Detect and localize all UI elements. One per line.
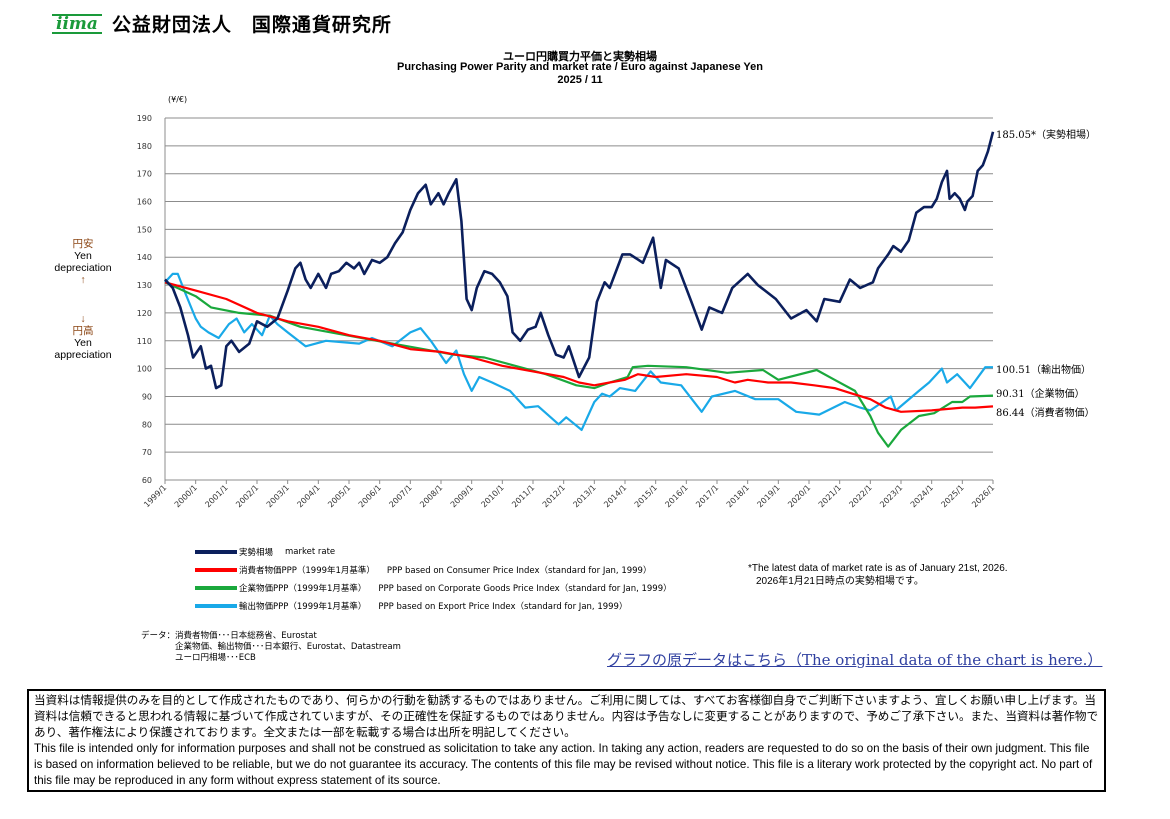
x-tick-label: 2009/1 bbox=[449, 483, 475, 509]
y-tick-label: 150 bbox=[137, 225, 152, 234]
y-tick-label: 180 bbox=[137, 142, 152, 151]
x-tick-label: 1999/1 bbox=[142, 483, 168, 509]
series-line-corporate-ppp bbox=[164, 281, 994, 448]
x-tick-label: 2024/1 bbox=[909, 483, 935, 509]
legend-item-export: 輸出物価PPP（1999年1月基準） PPP based on Export Pr… bbox=[195, 600, 627, 612]
x-tick-label: 2023/1 bbox=[878, 483, 904, 509]
y-tick-label: 140 bbox=[137, 253, 152, 262]
end-label-export: 100.51（輸出物価） bbox=[996, 365, 1091, 376]
x-tick-label: 2013/1 bbox=[571, 483, 597, 509]
note-en: *The latest data of market rate is as of… bbox=[748, 563, 1008, 574]
end-label-corporate: 90.31（企業物価） bbox=[996, 389, 1085, 400]
x-tick-label: 2017/1 bbox=[694, 483, 720, 509]
legend-swatch bbox=[195, 586, 237, 590]
note-jp: 2026年1月21日時点の実勢相場です。 bbox=[756, 576, 924, 587]
legend-item-market: 実勢相場 market rate bbox=[195, 546, 335, 558]
end-label-consumer: 86.44（消費者物価） bbox=[996, 408, 1095, 419]
x-tick-label: 2004/1 bbox=[295, 483, 321, 509]
x-tick-label: 2001/1 bbox=[203, 483, 229, 509]
series-line-consumer-ppp bbox=[164, 281, 994, 413]
source-line: ユーロ円相場･･･ECB bbox=[175, 653, 256, 663]
legend-label-jp: 輸出物価PPP（1999年1月基準） bbox=[239, 602, 367, 612]
y-tick-label: 60 bbox=[142, 476, 152, 485]
x-tick-label: 2020/1 bbox=[786, 483, 812, 509]
chart-title: Purchasing Power Parity and market rate … bbox=[397, 61, 763, 73]
down-en1: Yen bbox=[74, 337, 92, 349]
source-line: データ：消費者物価･･･日本総務省、Eurostat bbox=[141, 631, 317, 641]
series-line-export-ppp bbox=[164, 272, 993, 431]
legend-item-corporate: 企業物価PPP（1999年1月基準） PPP based on Corporate… bbox=[195, 582, 672, 594]
x-tick-label: 2012/1 bbox=[541, 483, 567, 509]
x-tick-label: 2005/1 bbox=[326, 483, 352, 509]
x-tick-label: 2006/1 bbox=[357, 483, 383, 509]
x-tick-label: 2025/1 bbox=[939, 483, 965, 509]
y-tick-label: 90 bbox=[142, 392, 152, 401]
x-tick-label: 2011/1 bbox=[510, 483, 536, 509]
series-line-market-rate bbox=[164, 131, 995, 390]
y-tick-label: 170 bbox=[137, 170, 152, 179]
latest-data-note: *The latest data of market rate is as of… bbox=[748, 562, 1008, 588]
legend-label-jp: 実勢相場 bbox=[239, 548, 274, 558]
x-tick-label: 2019/1 bbox=[755, 483, 781, 509]
legend-swatch bbox=[195, 550, 237, 554]
legend-label-jp: 消費者物価PPP（1999年1月基準） bbox=[239, 566, 375, 576]
depreciation-annotation: 円安 Yen depreciation ↑ bbox=[33, 238, 133, 286]
legend-label-en: PPP based on Consumer Price Index（standa… bbox=[386, 566, 652, 576]
legend-label-jp: 企業物価PPP（1999年1月基準） bbox=[239, 584, 367, 594]
y-tick-label: 80 bbox=[142, 420, 152, 429]
chart-title-jp: ユーロ円購買力平価と実勢相場 bbox=[503, 51, 657, 63]
y-axis-unit: (¥/€) bbox=[168, 95, 188, 104]
x-tick-label: 2015/1 bbox=[633, 483, 659, 509]
legend-label-en: PPP based on Export Price Index（standard… bbox=[378, 602, 628, 612]
disclaimer-jp: 当資料は情報提供のみを目的として作成されたものであり、何らかの行動を勧誘するもの… bbox=[34, 694, 1099, 739]
x-tick-label: 2021/1 bbox=[817, 483, 843, 509]
data-sources: データ：消費者物価･･･日本総務省、Eurostat 企業物価、輸出物価･･･日… bbox=[141, 631, 401, 664]
x-tick-label: 2002/1 bbox=[234, 483, 260, 509]
x-tick-label: 2000/1 bbox=[173, 483, 199, 509]
x-tick-label: 2010/1 bbox=[479, 483, 505, 509]
end-label-market: 185.05*（実勢相場） bbox=[996, 130, 1096, 141]
y-tick-label: 120 bbox=[137, 309, 152, 318]
legend-label-en: market rate bbox=[285, 547, 336, 557]
down-arrow: ↓ bbox=[80, 313, 86, 325]
logo: iima 公益財団法人 国際通貨研究所 bbox=[52, 10, 392, 37]
x-tick-label: 2022/1 bbox=[847, 483, 873, 509]
up-en2: depreciation bbox=[54, 262, 112, 274]
up-arrow: ↑ bbox=[80, 274, 86, 286]
up-en1: Yen bbox=[74, 250, 92, 262]
disclaimer-box: 当資料は情報提供のみを目的として作成されたものであり、何らかの行動を勧誘するもの… bbox=[27, 689, 1106, 792]
x-tick-label: 2008/1 bbox=[418, 483, 444, 509]
y-tick-label: 100 bbox=[137, 365, 152, 374]
y-tick-label: 110 bbox=[137, 337, 152, 346]
x-tick-label: 2016/1 bbox=[663, 483, 689, 509]
chart-subtitle: 2025 / 11 bbox=[557, 74, 603, 86]
down-en2: appreciation bbox=[54, 349, 112, 361]
y-tick-label: 70 bbox=[142, 448, 152, 457]
y-tick-label: 130 bbox=[137, 281, 152, 290]
org-name: 公益財団法人 国際通貨研究所 bbox=[111, 14, 392, 36]
x-tick-label: 2018/1 bbox=[725, 483, 751, 509]
original-data-link[interactable]: グラフの原データはこちら（The original data of the ch… bbox=[607, 651, 1103, 669]
chart-svg: 60 70 80 90 100 110 120 130 140 150 160 170 180 190 19… bbox=[137, 114, 997, 509]
y-tick-label: 160 bbox=[137, 198, 152, 207]
x-tick-label: 2003/1 bbox=[265, 483, 291, 509]
down-jp: 円高 bbox=[72, 325, 94, 337]
legend-swatch bbox=[195, 568, 237, 572]
legend-swatch bbox=[195, 604, 237, 608]
y-tick-label: 190 bbox=[137, 114, 152, 123]
x-tick-label: 2007/1 bbox=[387, 483, 413, 509]
source-line: 企業物価、輸出物価･･･日本銀行、Eurostat、Datastream bbox=[175, 642, 401, 652]
appreciation-annotation: ↓ 円高 Yen appreciation bbox=[33, 313, 133, 361]
x-tick-label: 2014/1 bbox=[602, 483, 628, 509]
disclaimer-en: This file is intended only for informati… bbox=[34, 742, 1093, 787]
legend-label-en: PPP based on Corporate Goods Price Index… bbox=[378, 584, 672, 594]
x-tick-label: 2026/1 bbox=[970, 483, 996, 509]
up-jp: 円安 bbox=[72, 238, 94, 250]
logo-mark: iima bbox=[52, 13, 102, 34]
legend-item-consumer: 消費者物価PPP（1999年1月基準） PPP based on Consumer… bbox=[195, 564, 651, 576]
